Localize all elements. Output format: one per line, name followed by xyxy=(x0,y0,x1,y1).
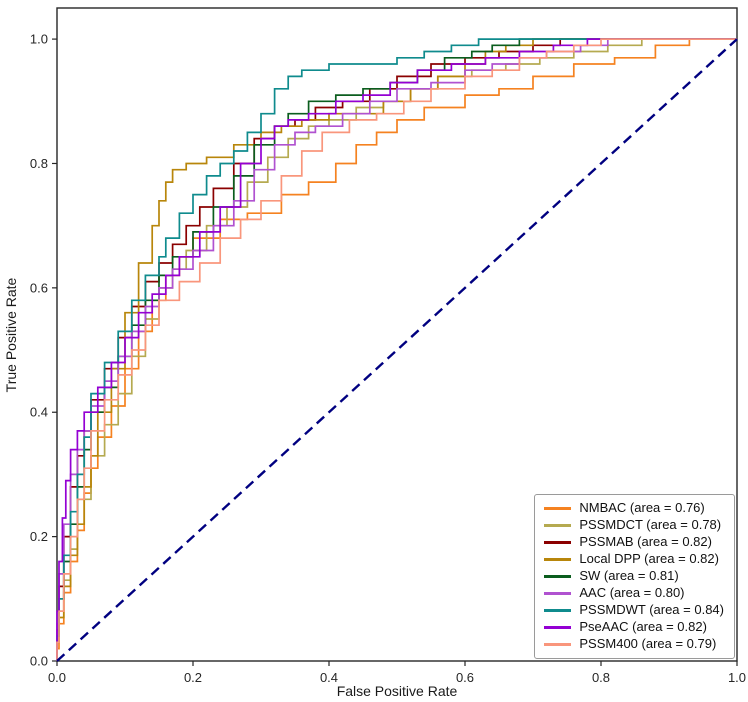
legend-item-label: Local DPP (area = 0.82) xyxy=(579,551,719,566)
legend-item: PSSMDWT (area = 0.84) xyxy=(544,602,724,618)
legend-line-swatch xyxy=(544,625,572,629)
roc-curve-pseaac xyxy=(56,38,737,661)
roc-curve-pssmdct xyxy=(56,38,737,661)
legend-line-swatch xyxy=(544,574,572,578)
legend-item: PSSMDCT (area = 0.78) xyxy=(544,517,724,533)
legend-item: AAC (area = 0.80) xyxy=(544,585,724,601)
legend-line-swatch xyxy=(544,642,572,646)
legend-item-label: SW (area = 0.81) xyxy=(579,568,679,583)
roc-curve-pssm400 xyxy=(56,38,737,661)
legend-line-swatch xyxy=(544,557,572,561)
legend-item: Local DPP (area = 0.82) xyxy=(544,551,724,567)
x-tick-label: 0.8 xyxy=(592,670,610,685)
y-tick-label: 0.6 xyxy=(30,280,48,295)
chance-diagonal-line xyxy=(56,38,738,662)
legend-item-label: AAC (area = 0.80) xyxy=(579,585,685,600)
legend-item: PSSM400 (area = 0.79) xyxy=(544,636,724,652)
axis-ticks: 0.0 0.2 0.4 0.6 0.8 1.0 0.0 0.2 0.4 0.6 0.8 1.0 xyxy=(30,32,746,685)
legend-item: SW (area = 0.81) xyxy=(544,568,724,584)
x-tick-label: 0.4 xyxy=(320,670,338,685)
roc-curves xyxy=(56,38,737,661)
y-tick-label: 0.8 xyxy=(30,156,48,171)
chance-line xyxy=(56,38,738,662)
y-tick-label: 0.0 xyxy=(30,654,48,669)
legend-item: NMBAC (area = 0.76) xyxy=(544,500,724,516)
legend-line-swatch xyxy=(544,506,572,510)
legend-item-label: PSSMDCT (area = 0.78) xyxy=(579,517,722,532)
plot-frame xyxy=(56,7,738,662)
x-tick-label: 0.2 xyxy=(184,670,202,685)
roc-curve-local-dpp xyxy=(56,38,737,661)
x-axis-label: False Positive Rate xyxy=(337,683,458,699)
x-tick-label: 0.6 xyxy=(456,670,474,685)
roc-curve-pssmdwt xyxy=(56,38,737,661)
legend-item-label: NMBAC (area = 0.76) xyxy=(579,500,705,515)
legend-item: PSSMAB (area = 0.82) xyxy=(544,534,724,550)
x-tick-label: 1.0 xyxy=(728,670,746,685)
y-axis-label: True Positive Rate xyxy=(3,277,19,392)
legend-line-swatch xyxy=(544,591,572,595)
legend-item-label: PseAAC (area = 0.82) xyxy=(579,619,707,634)
legend-line-swatch xyxy=(544,523,572,527)
legend-line-swatch xyxy=(544,608,572,612)
legend-item: PseAAC (area = 0.82) xyxy=(544,619,724,635)
legend-item-label: PSSM400 (area = 0.79) xyxy=(579,636,717,651)
legend-line-swatch xyxy=(544,540,572,544)
legend: NMBAC (area = 0.76) PSSMDCT (area = 0.78)… xyxy=(534,494,735,659)
x-tick-label: 0.0 xyxy=(48,670,66,685)
y-tick-label: 1.0 xyxy=(30,32,48,47)
roc-curve-pssmab xyxy=(56,38,737,661)
y-tick-label: 0.2 xyxy=(30,529,48,544)
y-tick-label: 0.4 xyxy=(30,405,48,420)
legend-item-label: PSSMDWT (area = 0.84) xyxy=(579,602,724,617)
legend-item-label: PSSMAB (area = 0.82) xyxy=(579,534,712,549)
